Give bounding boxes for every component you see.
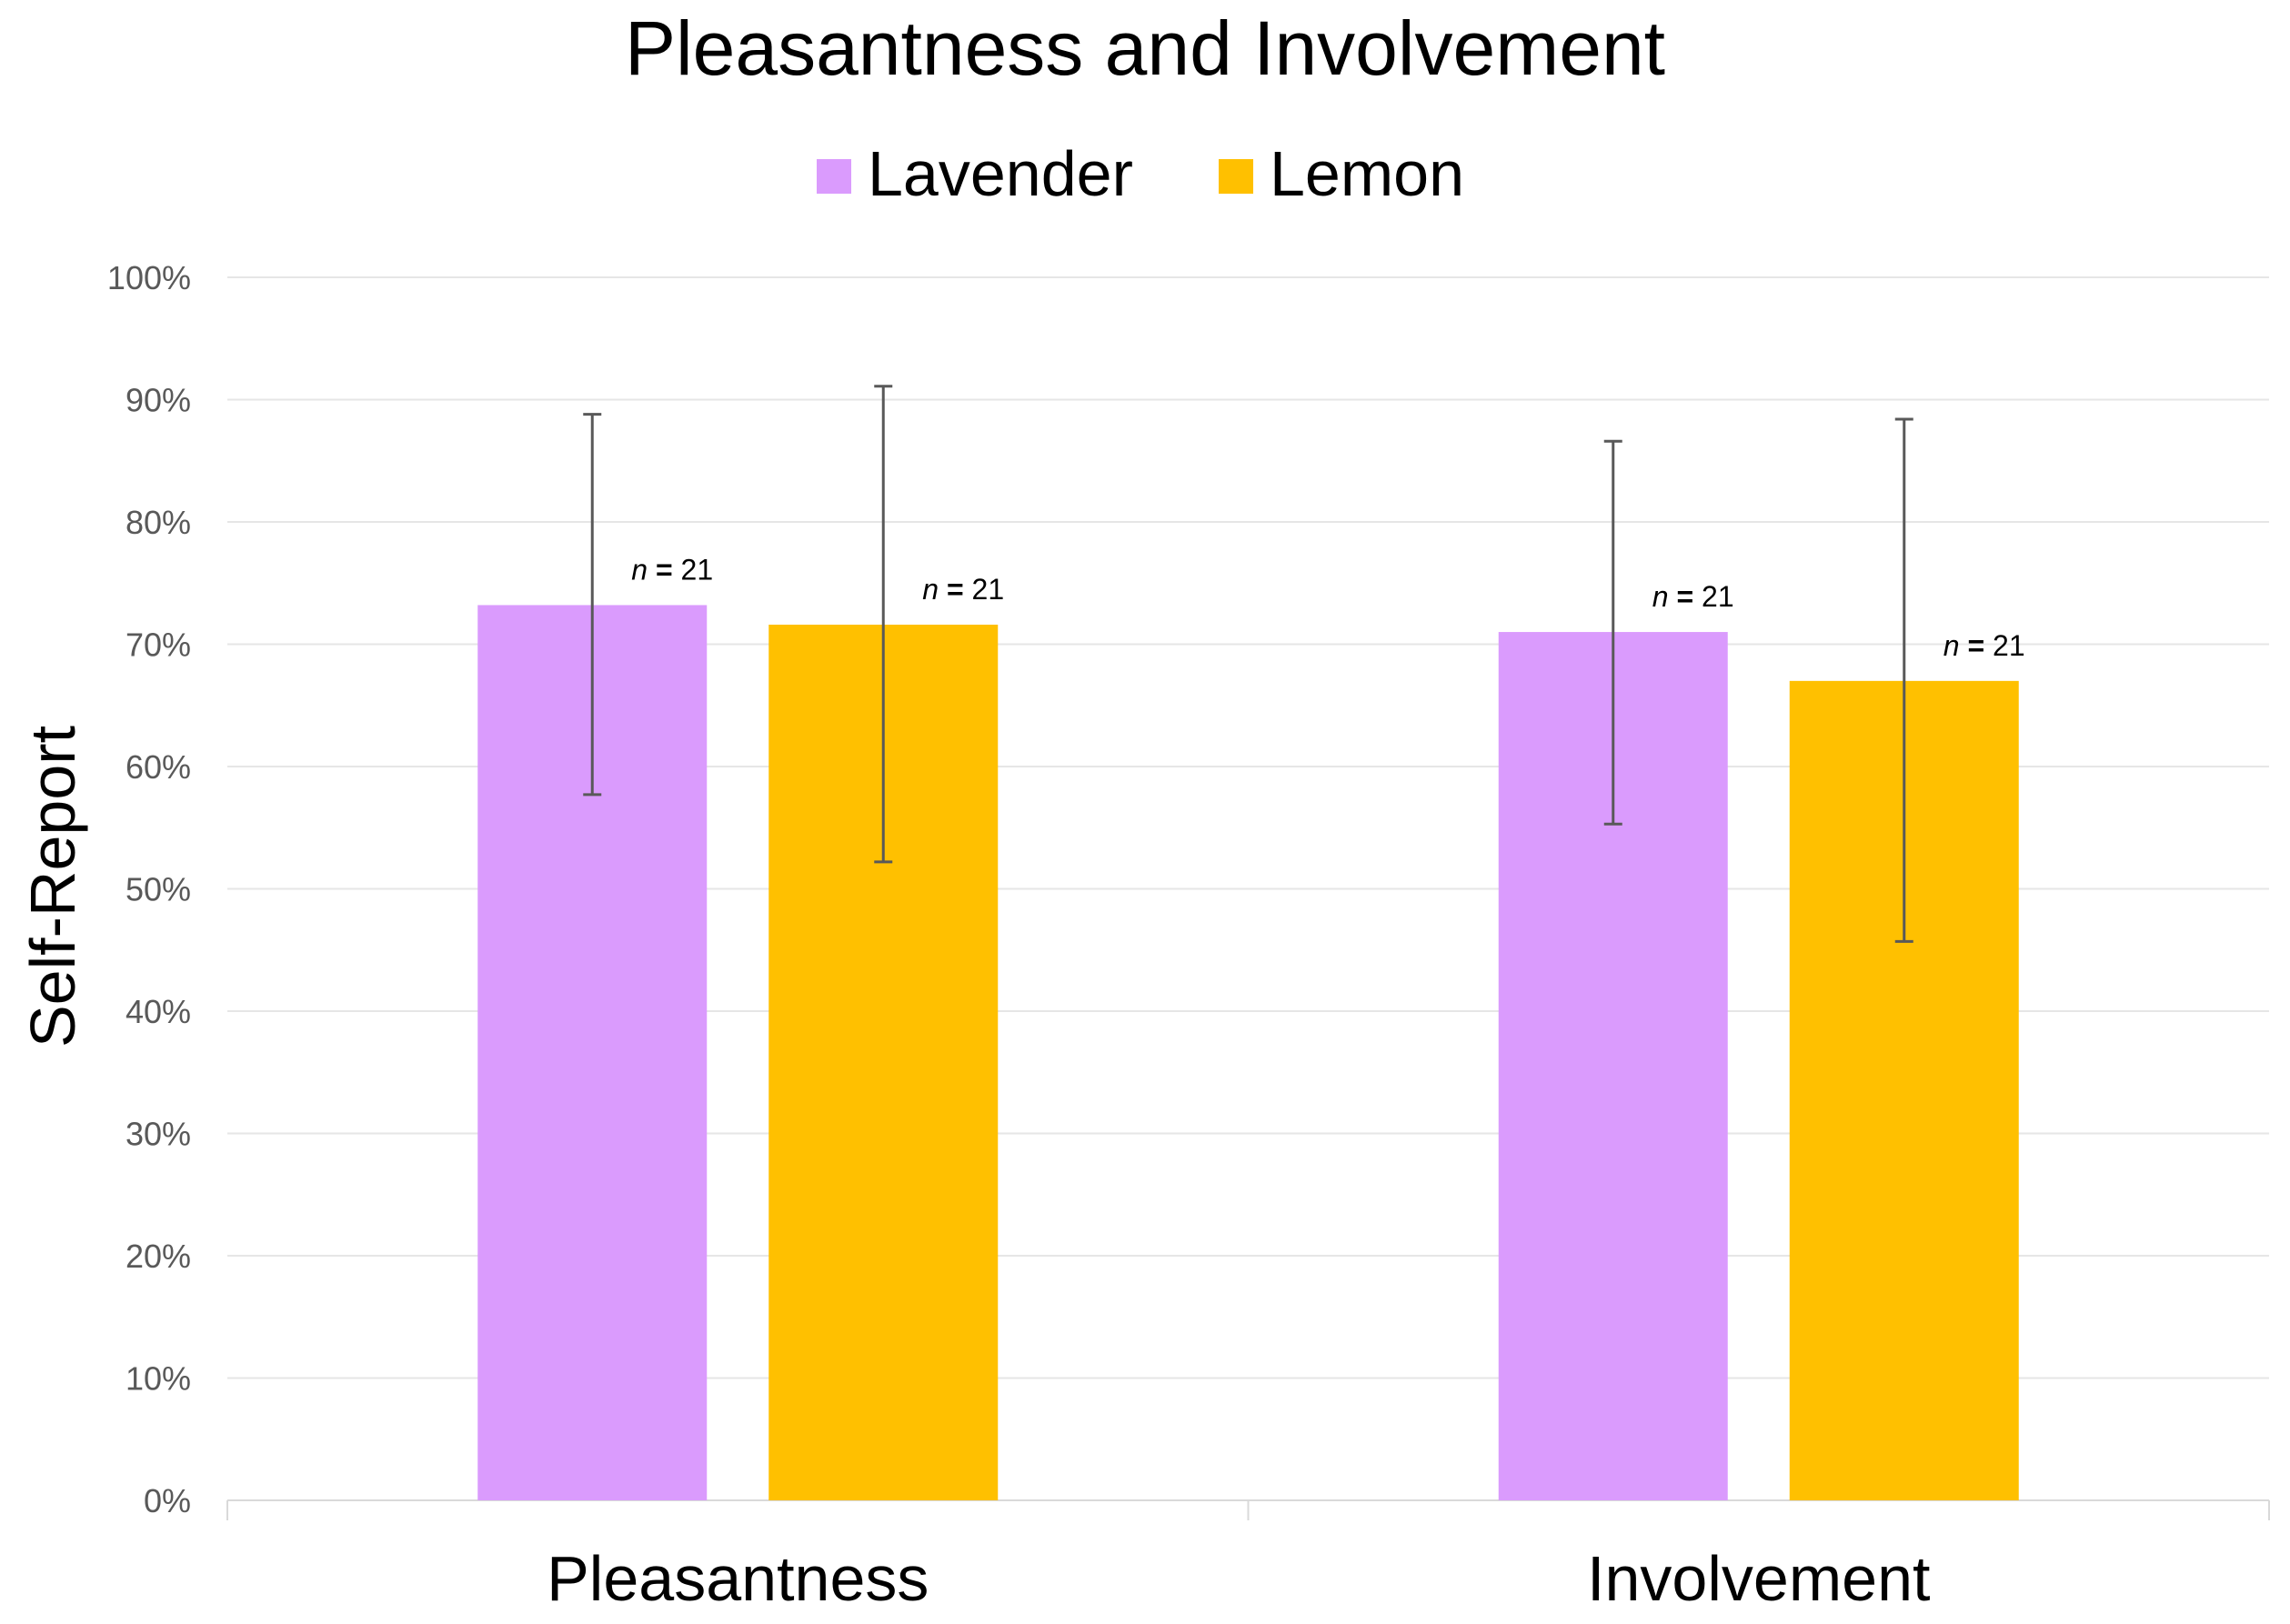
y-tick-label: 20% — [126, 1238, 191, 1275]
category-labels: Pleasantness Involvement — [547, 1543, 1930, 1614]
n-annotation: n = 21 — [922, 573, 1004, 606]
error-bar — [583, 413, 602, 797]
category-label-pleasantness: Pleasantness — [547, 1543, 929, 1614]
y-tick-label: 50% — [126, 871, 191, 908]
y-tick-label: 40% — [126, 993, 191, 1030]
n-annotation: n = 21 — [631, 553, 713, 586]
y-tick-label: 30% — [126, 1116, 191, 1153]
n-annotation: n = 21 — [1943, 629, 2025, 662]
legend-swatch — [1219, 159, 1253, 194]
legend-item-lemon: Lemon — [1219, 138, 1464, 209]
y-axis-label: Self-Report — [17, 726, 88, 1048]
error-bar — [1894, 417, 1913, 943]
y-tick-label: 10% — [126, 1360, 191, 1398]
category-label-involvement: Involvement — [1587, 1543, 1930, 1614]
error-bar — [1603, 439, 1622, 826]
y-tick-label: 0% — [144, 1482, 191, 1519]
bars — [477, 605, 2019, 1500]
legend-label: Lemon — [1270, 138, 1464, 209]
y-tick-label: 80% — [126, 504, 191, 541]
error-bar — [874, 385, 893, 864]
n-annotations: n = 21 n = 21 n = 21 n = 21 — [631, 553, 2024, 661]
y-tick-label: 100% — [107, 259, 191, 296]
legend-label: Lavender — [868, 138, 1133, 209]
y-tick-label: 60% — [126, 748, 191, 786]
legend-item-lavender: Lavender — [817, 138, 1133, 209]
chart-title: Pleasantness and Involvement — [625, 5, 1665, 91]
y-tick-label: 70% — [126, 627, 191, 664]
n-annotation: n = 21 — [1652, 580, 1734, 613]
legend-swatch — [817, 159, 851, 194]
y-axis-ticks: 0% 10% 20% 30% 40% 50% 60% 70% 80% 90% 100% — [107, 259, 191, 1519]
x-axis — [226, 1499, 2270, 1520]
legend: Lavender Lemon — [817, 138, 1464, 209]
y-tick-label: 90% — [126, 382, 191, 419]
error-bars — [583, 385, 1913, 943]
